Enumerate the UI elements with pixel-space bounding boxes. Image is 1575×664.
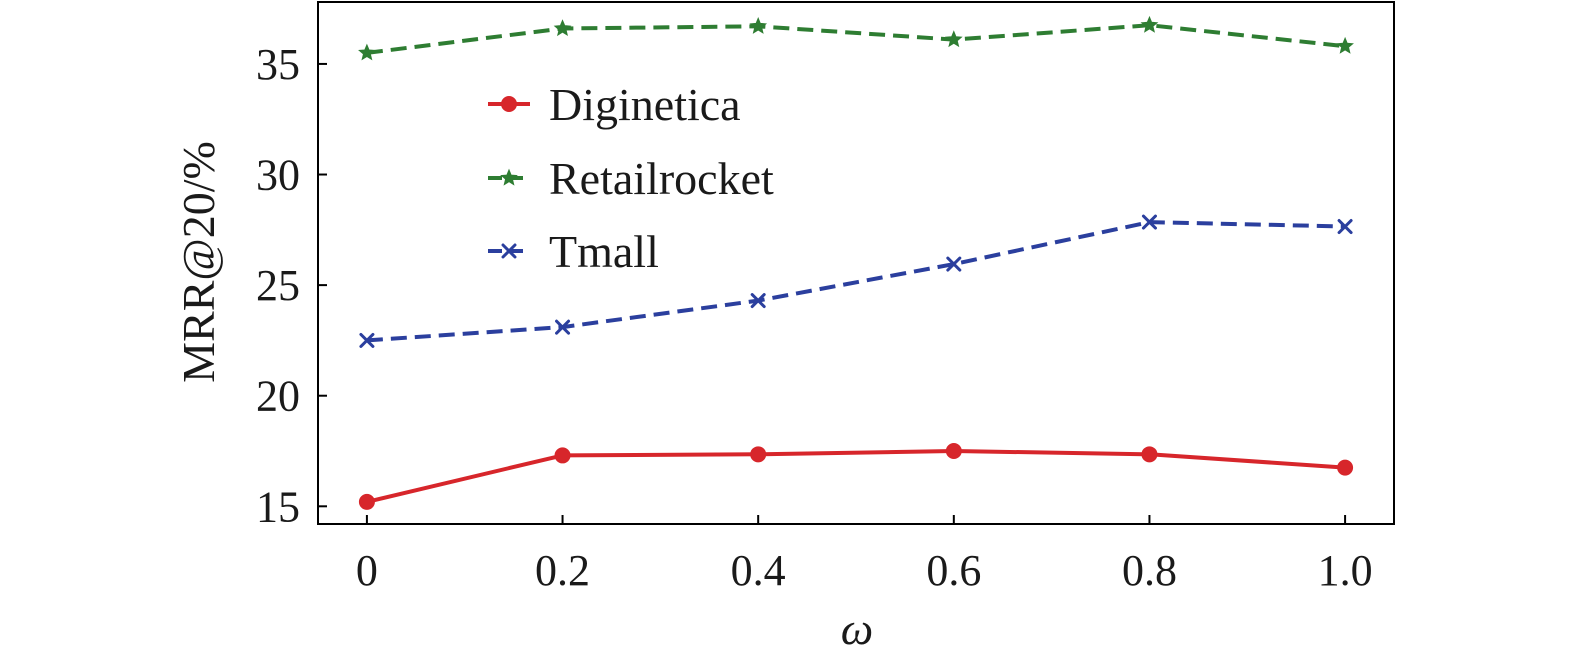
x-axis-title: ω <box>841 603 873 654</box>
data-point-diginetica <box>358 493 375 510</box>
legend-marker <box>501 96 517 112</box>
x-axis: 0 0.2 0.4 0.6 0.8 1.0 <box>356 515 1373 595</box>
series-line-diginetica <box>366 449 1346 504</box>
series-layer <box>358 15 1354 510</box>
y-tick-label: 35 <box>256 40 300 89</box>
y-tick-label: 20 <box>256 372 300 421</box>
legend: Diginetica Retailrocket Tmall <box>488 79 774 277</box>
data-point-diginetica <box>1337 459 1354 476</box>
legend-label: Diginetica <box>549 79 741 130</box>
series-line-retailrocket <box>366 23 1346 55</box>
data-point-tmall <box>946 256 962 272</box>
data-point-retailrocket <box>358 43 376 61</box>
y-tick-label: 15 <box>256 482 300 531</box>
legend-item-retailrocket: Retailrocket <box>488 153 774 204</box>
y-axis-title: MRR@20/% <box>173 141 224 383</box>
x-tick-label: 0.2 <box>535 546 590 595</box>
series-line-tmall <box>366 220 1346 343</box>
data-point-tmall <box>750 293 766 309</box>
x-tick-label: 0.8 <box>1122 546 1177 595</box>
legend-marker <box>501 243 517 259</box>
y-tick-label: 30 <box>256 151 300 200</box>
plot-border <box>317 1 1395 525</box>
data-point-diginetica <box>1141 446 1158 463</box>
series-retailrocket <box>358 15 1354 61</box>
series-tmall <box>359 214 1353 348</box>
data-point-tmall <box>359 332 375 348</box>
data-point-retailrocket <box>1336 36 1354 54</box>
data-point-tmall <box>1141 214 1157 230</box>
legend-item-diginetica: Diginetica <box>488 79 741 130</box>
series-diginetica <box>358 443 1354 510</box>
data-point-retailrocket <box>1140 15 1159 33</box>
legend-label: Tmall <box>549 226 659 277</box>
data-point-retailrocket <box>553 19 572 37</box>
y-axis: 15 20 25 30 35 <box>256 40 327 531</box>
legend-label: Retailrocket <box>549 153 774 204</box>
legend-marker <box>500 168 518 186</box>
data-point-tmall <box>1337 219 1353 235</box>
plot-frame <box>317 1 1395 525</box>
data-point-diginetica <box>945 443 962 460</box>
x-tick-label: 1.0 <box>1318 546 1373 595</box>
data-point-retailrocket <box>749 16 768 34</box>
data-point-diginetica <box>554 447 571 464</box>
x-tick-label: 0 <box>356 546 378 595</box>
data-point-retailrocket <box>944 30 963 48</box>
data-point-tmall <box>555 319 571 335</box>
legend-item-tmall: Tmall <box>488 226 659 277</box>
y-tick-label: 25 <box>256 261 300 310</box>
x-tick-label: 0.6 <box>926 546 981 595</box>
x-tick-label: 0.4 <box>731 546 786 595</box>
data-point-diginetica <box>750 446 767 463</box>
